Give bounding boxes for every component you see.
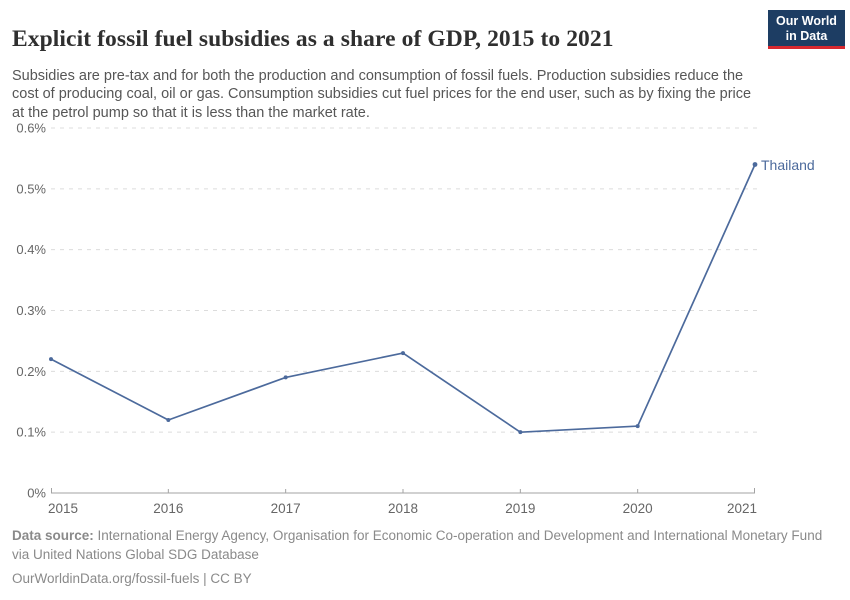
data-source-label: Data source: (12, 528, 94, 543)
data-source-line: Data source: International Energy Agency… (12, 527, 827, 564)
data-point[interactable] (283, 375, 288, 380)
data-point[interactable] (752, 162, 758, 167)
owid-logo[interactable]: Our World in Data (768, 10, 845, 49)
x-tick-label: 2017 (271, 501, 301, 516)
data-line[interactable] (50, 163, 756, 434)
data-point[interactable] (518, 430, 523, 435)
owid-logo-line1: Our World (776, 14, 837, 28)
line-chart: 0% 0.1% 0.2% 0.3% 0.4% 0.5% 0.6% 2015 2016 2017 20… (16, 121, 815, 517)
y-tick-label: 0.4% (16, 242, 46, 257)
owid-logo-line2: in Data (785, 28, 828, 43)
x-tick-label: 2021 (727, 501, 757, 516)
x-tick-label: 2018 (388, 501, 418, 516)
chart-footer: Data source: International Energy Agency… (12, 527, 827, 588)
data-point[interactable] (49, 357, 53, 362)
data-point[interactable] (401, 351, 405, 356)
data-point[interactable] (166, 418, 171, 422)
data-point[interactable] (635, 424, 640, 429)
y-tick-label: 0.5% (16, 181, 46, 196)
chart-title: Explicit fossil fuel subsidies as a shar… (12, 25, 614, 52)
x-tick-label: 2016 (153, 501, 183, 516)
y-tick-label: 0.2% (16, 364, 46, 379)
chart-subtitle: Subsidies are pre-tax and for both the p… (12, 67, 752, 122)
y-tick-label: 0.6% (16, 121, 46, 136)
y-tick-label: 0% (27, 486, 46, 501)
y-tick-label: 0.1% (16, 425, 46, 440)
x-tick-label: 2020 (623, 501, 653, 516)
license-line[interactable]: OurWorldinData.org/fossil-fuels | CC BY (12, 570, 252, 586)
x-tick-label: 2019 (505, 501, 535, 516)
data-source-text: International Energy Agency, Organisatio… (12, 528, 823, 562)
series-end-label: Thailand (761, 157, 815, 173)
y-tick-label: 0.3% (16, 303, 46, 318)
x-tick-label: 2015 (48, 501, 78, 516)
